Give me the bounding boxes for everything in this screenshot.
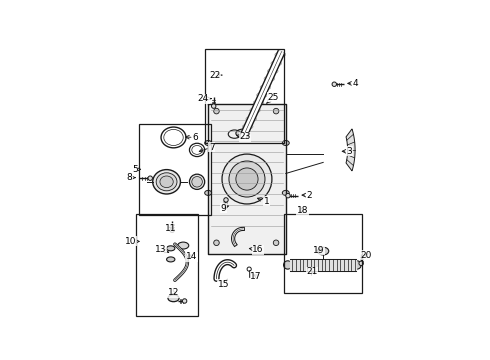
Text: 6: 6 bbox=[186, 133, 198, 142]
Ellipse shape bbox=[167, 257, 175, 262]
Ellipse shape bbox=[282, 190, 289, 195]
Ellipse shape bbox=[178, 242, 189, 249]
Text: 7: 7 bbox=[199, 143, 215, 152]
Text: 19: 19 bbox=[313, 246, 325, 255]
Ellipse shape bbox=[205, 190, 212, 195]
Ellipse shape bbox=[273, 108, 279, 114]
Text: 23: 23 bbox=[237, 132, 251, 141]
Text: 22: 22 bbox=[209, 71, 222, 80]
Circle shape bbox=[332, 82, 337, 86]
Circle shape bbox=[170, 228, 174, 233]
Text: 2: 2 bbox=[302, 190, 312, 199]
Circle shape bbox=[224, 198, 228, 202]
Text: 5: 5 bbox=[132, 165, 141, 174]
Bar bbox=[205, 49, 284, 143]
Polygon shape bbox=[346, 129, 355, 171]
Text: 15: 15 bbox=[218, 279, 229, 289]
Ellipse shape bbox=[236, 129, 250, 138]
Circle shape bbox=[182, 299, 187, 303]
Text: 8: 8 bbox=[127, 173, 135, 182]
Circle shape bbox=[359, 261, 364, 266]
Text: 10: 10 bbox=[125, 237, 139, 246]
Ellipse shape bbox=[192, 176, 202, 187]
Ellipse shape bbox=[236, 168, 258, 190]
Ellipse shape bbox=[167, 246, 175, 251]
Ellipse shape bbox=[153, 170, 180, 194]
Bar bbox=[136, 214, 198, 316]
Ellipse shape bbox=[190, 174, 205, 189]
Ellipse shape bbox=[229, 161, 265, 197]
Text: 14: 14 bbox=[186, 252, 197, 261]
Ellipse shape bbox=[214, 108, 219, 114]
Text: 24: 24 bbox=[198, 94, 211, 103]
Ellipse shape bbox=[160, 176, 173, 188]
Ellipse shape bbox=[222, 154, 272, 204]
Polygon shape bbox=[208, 104, 286, 254]
Text: 13: 13 bbox=[155, 245, 169, 254]
Text: 9: 9 bbox=[220, 204, 228, 213]
Bar bbox=[139, 123, 211, 215]
Text: 12: 12 bbox=[168, 288, 179, 297]
Ellipse shape bbox=[168, 295, 179, 302]
Ellipse shape bbox=[214, 240, 219, 246]
Ellipse shape bbox=[353, 261, 361, 269]
Circle shape bbox=[212, 104, 216, 108]
Ellipse shape bbox=[284, 261, 292, 269]
Text: 16: 16 bbox=[249, 245, 264, 254]
Ellipse shape bbox=[156, 173, 177, 191]
Ellipse shape bbox=[282, 140, 289, 145]
Bar bbox=[284, 214, 362, 293]
Text: 25: 25 bbox=[267, 93, 278, 103]
Text: 1: 1 bbox=[257, 197, 269, 206]
Text: 11: 11 bbox=[165, 224, 176, 233]
Ellipse shape bbox=[273, 240, 279, 246]
Text: 17: 17 bbox=[250, 271, 262, 280]
Text: 4: 4 bbox=[348, 79, 358, 88]
Circle shape bbox=[286, 193, 290, 198]
Text: 18: 18 bbox=[296, 206, 308, 215]
Text: 20: 20 bbox=[361, 251, 372, 260]
Text: 3: 3 bbox=[342, 147, 352, 156]
Ellipse shape bbox=[205, 140, 212, 145]
Text: 21: 21 bbox=[306, 267, 318, 276]
Ellipse shape bbox=[318, 247, 329, 255]
Circle shape bbox=[148, 176, 152, 180]
